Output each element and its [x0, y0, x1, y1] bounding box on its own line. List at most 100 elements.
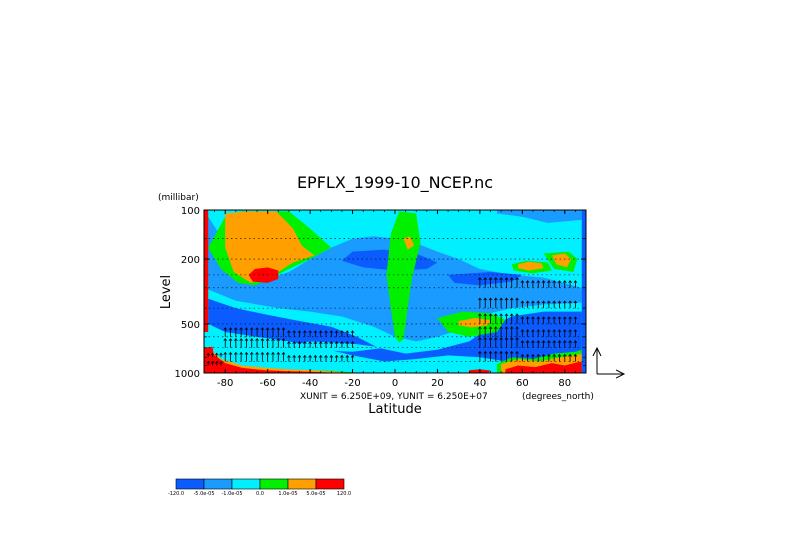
flux-vector-head — [206, 352, 211, 356]
flux-vector-head — [318, 330, 323, 334]
flux-vector-head — [499, 337, 503, 340]
flux-vector-head — [562, 329, 567, 333]
flux-vector-head — [210, 360, 215, 364]
flux-vector-head — [573, 300, 578, 304]
flux-vector-head — [345, 341, 350, 344]
flux-vector-head — [552, 300, 556, 304]
flux-vector-head — [568, 340, 572, 343]
flux-vector-head — [292, 354, 296, 358]
flux-vector-head — [536, 353, 541, 357]
flux-vector-head — [515, 337, 519, 340]
flux-vector-head — [552, 353, 556, 357]
flux-vector-head — [509, 350, 514, 354]
flux-vector-head — [334, 341, 339, 344]
flux-vector-head — [499, 326, 503, 330]
flux-vector-head — [499, 277, 503, 280]
contour-region-1 — [496, 210, 582, 223]
flux-vector-head — [281, 351, 286, 355]
flux-vector-head — [308, 330, 312, 334]
flux-vector-head — [239, 351, 243, 355]
colorbar-label: 1.0e-05 — [278, 491, 297, 497]
flux-vector-head — [292, 341, 296, 344]
flux-vector-head — [265, 338, 270, 341]
flux-vector-head — [483, 326, 487, 330]
flux-vector-head — [334, 330, 339, 334]
y-axis: 100 200 500 1000 — [175, 206, 586, 380]
flux-vector-head — [525, 300, 530, 304]
flux-vector-head — [509, 297, 514, 301]
flux-vector-head — [515, 350, 519, 354]
flux-vector-head — [504, 326, 509, 330]
flux-vector-head — [249, 327, 254, 331]
edge-strip-right — [581, 210, 586, 373]
flux-vector-head — [345, 354, 350, 358]
flux-vector-head — [552, 280, 556, 283]
flux-vector-head — [557, 340, 562, 343]
flux-vector-head — [340, 330, 344, 334]
flux-vector-head — [525, 316, 530, 320]
flux-vector-head — [562, 300, 567, 304]
flux-vector-head — [206, 360, 211, 364]
x-tick-label: 0 — [392, 378, 398, 389]
contour-region-15 — [458, 318, 491, 328]
contour-region-17 — [518, 261, 544, 271]
flux-vector-head — [478, 297, 482, 301]
x-tick-label: -60 — [259, 378, 275, 389]
flux-vector-head — [297, 330, 302, 334]
chart-title: EPFLX_1999-10_NCEP.nc — [297, 173, 493, 193]
x-units-label: (degrees_north) — [522, 392, 594, 402]
ep-flux-vectors — [206, 277, 578, 366]
colorbar-label: -1.0e-05 — [222, 491, 243, 497]
flux-vector-head — [547, 300, 551, 304]
flux-vector-head — [504, 297, 509, 301]
flux-vector-head — [573, 340, 578, 343]
flux-vector-head — [568, 300, 572, 304]
flux-vector-head — [483, 297, 487, 301]
colorbar-label: -5.0e-05 — [194, 491, 215, 497]
contour-regions — [204, 210, 586, 373]
x-axis-title: Latitude — [368, 402, 422, 417]
x-tick-label: 40 — [474, 378, 487, 389]
flux-vector-head — [520, 353, 525, 357]
flux-vector-head — [509, 337, 514, 340]
flux-vector-head — [509, 277, 514, 280]
flux-vector-head — [345, 330, 350, 334]
flux-vector-head — [329, 354, 334, 358]
flux-vector-head — [340, 341, 344, 344]
flux-vector-head — [228, 327, 233, 331]
flux-vector-head — [557, 316, 562, 320]
flux-vector-head — [552, 329, 556, 333]
flux-vector-head — [494, 337, 498, 340]
flux-vector-head — [515, 326, 519, 330]
flux-vector-head — [541, 280, 546, 283]
x-axis: -80 -60 -40 -20 0 20 40 60 80 — [203, 210, 587, 389]
contour-region-13 — [225, 211, 315, 283]
flux-vector-head — [329, 341, 334, 344]
x-tick-label: 60 — [516, 378, 529, 389]
flux-vector-head — [536, 300, 541, 304]
flux-vector-head — [234, 327, 238, 331]
flux-vector-head — [483, 277, 487, 280]
flux-vector-head — [494, 326, 498, 330]
flux-vector-head — [494, 350, 498, 354]
flux-vector-head — [547, 280, 551, 283]
flux-vector-head — [515, 313, 519, 317]
flux-vector-head — [515, 297, 519, 301]
flux-vector-head — [568, 329, 572, 333]
flux-vector-head — [504, 313, 509, 317]
y-units-label: (millibar) — [158, 193, 199, 203]
flux-vector-head — [488, 337, 493, 340]
flux-vector-head — [260, 327, 265, 331]
contour-region-22 — [204, 347, 342, 373]
flux-vector-head — [568, 280, 572, 283]
x-tick-label: -80 — [217, 378, 233, 389]
colorbar-label: 5.0e-05 — [306, 491, 325, 497]
flux-vector-head — [350, 354, 355, 358]
x-tick-label: -20 — [344, 378, 360, 389]
flux-vector-head — [281, 327, 286, 331]
colorbar-swatch — [287, 478, 317, 490]
flux-vector-head — [536, 329, 541, 333]
flux-vector-head — [260, 338, 265, 341]
flux-vector-head — [509, 313, 514, 317]
